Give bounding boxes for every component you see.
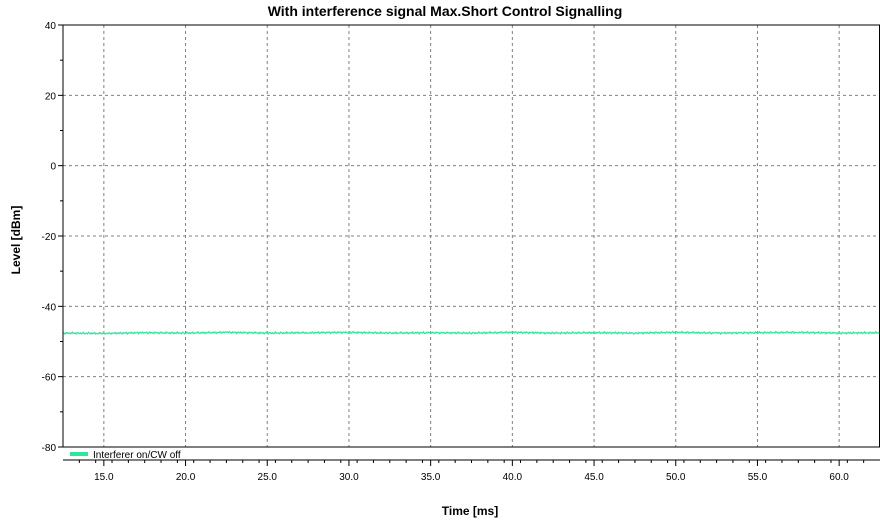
y-axis-title: Level [dBm] [9, 206, 23, 275]
series-line [62, 330, 880, 336]
legend-label: Interferer on/CW off [93, 450, 181, 461]
x-tick-label: 35.0 [421, 472, 441, 483]
grid-lines [63, 25, 880, 447]
y-tick-label: 20 [45, 91, 57, 102]
x-tick-label: 20.0 [176, 472, 196, 483]
x-tick-label: 60.0 [829, 472, 849, 483]
legend-swatch [70, 452, 88, 456]
x-tick-label: 40.0 [503, 472, 523, 483]
x-axis-title: Time [ms] [442, 504, 498, 518]
x-tick-label: 45.0 [584, 472, 604, 483]
x-tick-label: 55.0 [748, 472, 768, 483]
x-tick-label: 15.0 [94, 472, 114, 483]
series-layer [62, 330, 880, 336]
legend: Interferer on/CW off [70, 450, 181, 461]
y-tick-label: -20 [42, 232, 57, 243]
y-tick-label: -80 [42, 443, 57, 454]
axis-ticks: 40 20 0 -20 -40 -60 -80 15.0 20.0 25.0 30.0 35.0 40.… [42, 21, 865, 483]
y-tick-label: -60 [42, 373, 57, 384]
chart-title: With interference signal Max.Short Contr… [268, 3, 623, 19]
x-tick-label: 30.0 [339, 472, 359, 483]
y-tick-label: 40 [45, 21, 57, 32]
y-tick-label: -40 [42, 302, 57, 313]
y-tick-label: 0 [50, 162, 56, 173]
x-tick-label: 25.0 [258, 472, 278, 483]
x-tick-label: 50.0 [666, 472, 686, 483]
